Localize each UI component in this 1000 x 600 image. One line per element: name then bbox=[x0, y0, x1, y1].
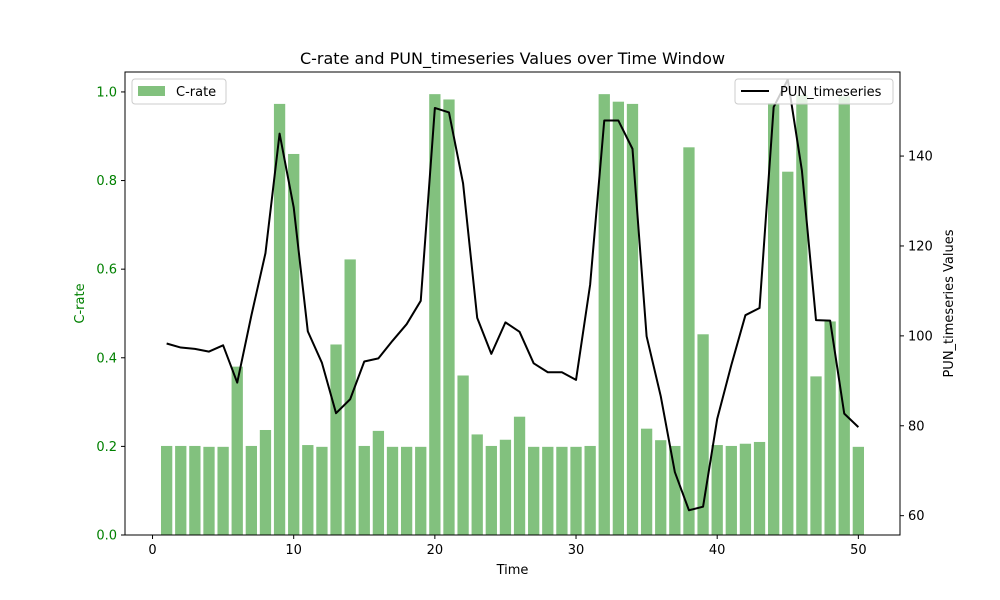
legend-left-box bbox=[131, 78, 227, 105]
bar bbox=[288, 153, 300, 536]
x-tick-label: 20 bbox=[427, 543, 444, 558]
x-tick-label: 30 bbox=[568, 543, 585, 558]
legend-right-label: PUN_timeseries bbox=[780, 85, 882, 100]
bar bbox=[739, 443, 752, 535]
bar-series bbox=[160, 94, 865, 536]
y-right-tick-label: 80 bbox=[908, 419, 925, 434]
y-right-axis-label: PUN_timeseries Values bbox=[942, 229, 957, 377]
bar bbox=[626, 103, 639, 535]
bar bbox=[683, 147, 695, 536]
y-left-axis-ticks: 0.0 0.2 0.4 0.6 0.8 1.0 bbox=[96, 85, 125, 544]
y-right-tick-label: 100 bbox=[908, 329, 933, 344]
x-tick-label: 40 bbox=[709, 543, 726, 558]
y-left-tick-label: 1.0 bbox=[96, 85, 117, 100]
y-left-axis-label: C-rate bbox=[73, 283, 88, 323]
legend-left: C-rate bbox=[131, 78, 227, 105]
bar bbox=[415, 446, 427, 535]
bar bbox=[612, 101, 625, 535]
legend-bar-swatch bbox=[138, 86, 165, 96]
bar bbox=[513, 416, 526, 535]
bar bbox=[160, 445, 173, 535]
x-tick-label: 50 bbox=[850, 543, 867, 558]
bar bbox=[669, 445, 681, 535]
y-left-tick-label: 0.0 bbox=[96, 529, 117, 544]
y-left-tick-label: 0.6 bbox=[96, 263, 117, 278]
plot-frame bbox=[124, 71, 901, 536]
bar bbox=[711, 445, 723, 535]
bar bbox=[852, 446, 865, 535]
bar bbox=[782, 171, 794, 535]
bar bbox=[768, 103, 780, 536]
chart-title: C-rate and PUN_timeseries Values over Ti… bbox=[300, 49, 725, 69]
x-tick-label: 10 bbox=[285, 543, 302, 558]
bar bbox=[203, 446, 215, 535]
x-tick-label: 0 bbox=[148, 543, 156, 558]
y-right-axis-ticks: 60 80 100 120 140 bbox=[900, 150, 933, 524]
bar bbox=[372, 430, 385, 535]
bar bbox=[838, 96, 850, 536]
y-right-tick-label: 140 bbox=[908, 150, 933, 165]
bar bbox=[386, 446, 399, 535]
bar bbox=[245, 445, 257, 535]
bar bbox=[457, 375, 469, 535]
bar bbox=[796, 95, 808, 535]
x-axis-ticks: 0 10 20 30 40 50 bbox=[148, 535, 867, 558]
bar bbox=[217, 446, 229, 535]
line-series bbox=[166, 78, 860, 512]
bar bbox=[231, 366, 243, 535]
bar bbox=[259, 429, 272, 535]
bar bbox=[471, 434, 483, 535]
bar bbox=[753, 441, 766, 535]
bar bbox=[556, 446, 568, 535]
bar bbox=[358, 445, 370, 535]
bar bbox=[810, 376, 822, 535]
bar bbox=[499, 439, 512, 535]
bar bbox=[584, 445, 596, 535]
bar bbox=[429, 94, 441, 535]
y-right-tick-label: 60 bbox=[908, 509, 925, 524]
legend-left-label: C-rate bbox=[176, 85, 216, 100]
y-left-tick-label: 0.8 bbox=[96, 174, 117, 189]
bar bbox=[273, 103, 286, 535]
y-right-tick-label: 120 bbox=[908, 239, 933, 254]
legend-right-box bbox=[734, 78, 894, 105]
bar bbox=[725, 445, 737, 535]
bar bbox=[400, 446, 413, 535]
bar bbox=[330, 344, 342, 535]
bar bbox=[302, 445, 314, 535]
legend-right: PUN_timeseries bbox=[734, 78, 894, 105]
bar bbox=[316, 446, 328, 535]
bar bbox=[640, 428, 653, 535]
bar bbox=[824, 321, 836, 535]
y-left-tick-label: 0.2 bbox=[96, 440, 117, 455]
y-left-tick-label: 0.4 bbox=[96, 351, 117, 366]
bar bbox=[528, 446, 540, 535]
bar bbox=[570, 446, 582, 535]
bar bbox=[175, 445, 187, 535]
bar bbox=[598, 94, 610, 535]
bar bbox=[189, 445, 201, 535]
bar bbox=[542, 446, 554, 535]
bar bbox=[655, 440, 667, 535]
bar bbox=[697, 334, 709, 535]
series-line bbox=[166, 78, 860, 512]
x-axis-label: Time bbox=[496, 563, 529, 578]
bar bbox=[443, 99, 455, 536]
bar bbox=[485, 445, 497, 535]
